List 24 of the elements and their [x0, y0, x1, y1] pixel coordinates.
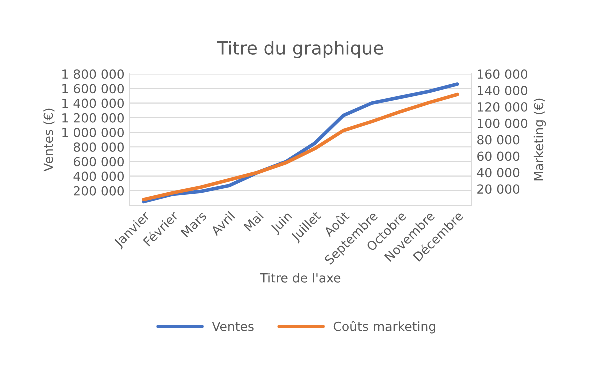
y-tick-label: 1 200 000 [62, 113, 124, 123]
legend-label: Coûts marketing [334, 321, 436, 334]
x-tick-label: Mai [243, 211, 264, 232]
y2-tick-label: 20 000 [478, 184, 520, 194]
y-tick-label: 1 600 000 [62, 84, 124, 94]
y2-tick-label: 120 000 [478, 102, 528, 112]
y-tick-label: 1 000 000 [62, 128, 124, 138]
y2-tick-label: 140 000 [478, 86, 528, 96]
y-tick-label: 600 000 [74, 157, 124, 167]
y2-tick-label: 40 000 [477, 168, 520, 178]
y-axis-title: Ventes (€) [44, 108, 55, 172]
y2-tick-label: 160 000 [478, 70, 528, 80]
y2-tick-label: 100 000 [478, 118, 528, 128]
y-tick-label: 800 000 [74, 142, 124, 152]
y-tick-label: 200 000 [74, 186, 124, 196]
y2-tick-label: 60 000 [478, 152, 520, 162]
legend-label: Ventes [212, 322, 254, 332]
x-axis-title: Titre de l'axe [260, 273, 341, 283]
y-tick-label: 400 000 [74, 172, 124, 182]
y-tick-label: 1 400 000 [62, 98, 124, 108]
y-tick-label: 1 800 000 [62, 70, 124, 80]
y2-axis-title: Marketing (€) [534, 98, 546, 181]
chart-title: Titre du graphique [217, 40, 384, 58]
y2-tick-label: 80 000 [478, 135, 520, 145]
